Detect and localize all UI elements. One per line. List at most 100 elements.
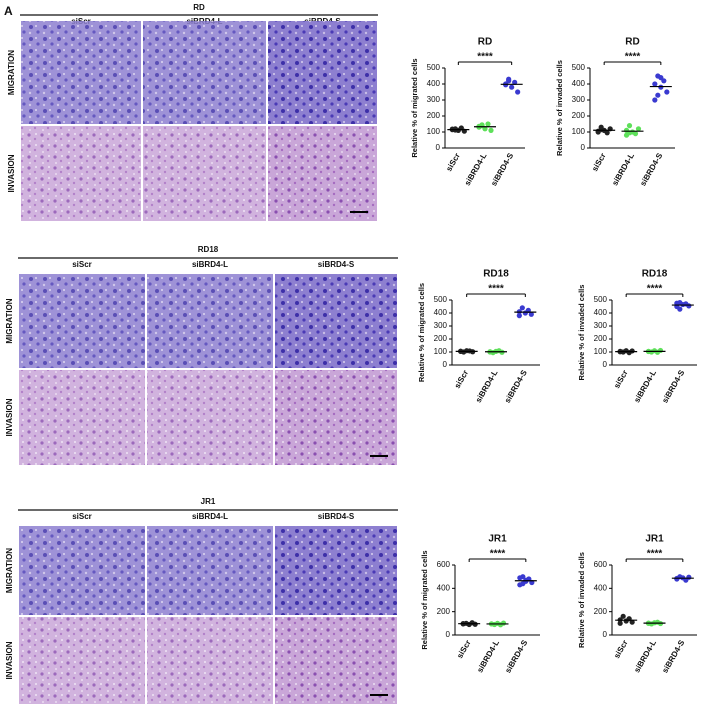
x-tick-label: siBRD4-L bbox=[610, 151, 636, 187]
y-tick-label: 500 bbox=[572, 63, 586, 72]
column-label: siScr bbox=[72, 260, 92, 269]
x-tick-label: siBRD4-S bbox=[489, 151, 515, 188]
y-tick-label: 500 bbox=[427, 63, 441, 72]
y-tick-label: 200 bbox=[594, 334, 608, 343]
data-point bbox=[635, 126, 642, 132]
data-point bbox=[629, 348, 635, 354]
micrograph bbox=[21, 126, 141, 221]
data-point bbox=[604, 130, 610, 136]
micrograph bbox=[19, 274, 145, 368]
micrograph bbox=[143, 126, 266, 221]
x-tick-label: siBRD4-S bbox=[638, 151, 664, 188]
y-tick-label: 400 bbox=[594, 308, 608, 317]
data-point bbox=[519, 305, 525, 311]
chart-title: JR1 bbox=[488, 534, 507, 545]
data-point bbox=[686, 303, 692, 309]
column-label: siScr bbox=[72, 512, 92, 521]
block-title: RD18 bbox=[198, 245, 219, 254]
significance: **** bbox=[625, 52, 641, 63]
y-tick-label: 300 bbox=[594, 321, 608, 330]
column-label: siBRD4-L bbox=[192, 260, 228, 269]
significance: **** bbox=[647, 549, 663, 560]
micrograph bbox=[19, 370, 145, 465]
y-tick-label: 100 bbox=[434, 347, 448, 356]
y-tick-label: 400 bbox=[427, 79, 441, 88]
chart-title: RD18 bbox=[483, 269, 509, 280]
x-tick-label: siScr bbox=[612, 369, 630, 390]
y-tick-label: 100 bbox=[572, 127, 586, 136]
y-tick-label: 300 bbox=[572, 95, 586, 104]
x-tick-label: siScr bbox=[590, 152, 608, 173]
data-point bbox=[515, 89, 521, 95]
data-point bbox=[652, 81, 658, 87]
y-axis-label: Relative % of migrated cells bbox=[410, 58, 419, 157]
row-label: MIGRATION bbox=[5, 548, 14, 593]
data-point bbox=[652, 97, 658, 103]
y-axis-label: Relative % of migrated cells bbox=[417, 283, 426, 382]
y-tick-label: 0 bbox=[446, 630, 451, 639]
x-tick-label: siBRD4-S bbox=[660, 368, 686, 405]
data-point bbox=[509, 84, 515, 90]
x-tick-label: siBRD4-L bbox=[463, 151, 489, 187]
data-point bbox=[658, 75, 664, 81]
data-point bbox=[485, 121, 491, 127]
data-point bbox=[479, 122, 485, 128]
column-label: siBRD4-S bbox=[318, 512, 355, 521]
data-point bbox=[664, 89, 670, 95]
x-tick-label: siBRD4-L bbox=[475, 638, 501, 674]
significance: **** bbox=[477, 52, 493, 63]
data-point bbox=[512, 79, 518, 85]
row-label: INVASION bbox=[5, 398, 14, 436]
y-tick-label: 200 bbox=[434, 334, 448, 343]
micrograph bbox=[147, 370, 273, 465]
x-tick-label: siScr bbox=[444, 152, 462, 173]
y-axis-label: Relative % of migrated cells bbox=[420, 550, 429, 649]
y-tick-label: 0 bbox=[581, 143, 586, 152]
micrograph bbox=[275, 526, 397, 615]
y-axis-label: Relative % of invaded cells bbox=[577, 552, 586, 648]
data-point bbox=[516, 313, 522, 319]
data-point bbox=[482, 126, 488, 132]
chart-title: RD18 bbox=[642, 269, 668, 280]
column-label: siBRD4-S bbox=[318, 260, 355, 269]
micrograph bbox=[275, 274, 397, 368]
column-label: siBRD4-L bbox=[192, 512, 228, 521]
y-tick-label: 400 bbox=[434, 308, 448, 317]
significance: **** bbox=[647, 284, 663, 295]
data-point bbox=[632, 131, 639, 137]
data-point bbox=[506, 76, 512, 82]
y-tick-label: 200 bbox=[572, 111, 586, 120]
micrograph bbox=[268, 126, 377, 221]
micrograph bbox=[19, 526, 145, 615]
chart-title: RD bbox=[478, 37, 492, 48]
y-tick-label: 100 bbox=[427, 127, 441, 136]
y-tick-label: 600 bbox=[437, 560, 451, 569]
y-tick-label: 0 bbox=[436, 143, 441, 152]
y-tick-label: 200 bbox=[427, 111, 441, 120]
y-tick-label: 500 bbox=[434, 295, 448, 304]
micrograph bbox=[268, 21, 377, 124]
x-tick-label: siBRD4-S bbox=[503, 368, 529, 405]
data-point bbox=[626, 123, 633, 129]
micrograph bbox=[147, 617, 273, 704]
chart-title: JR1 bbox=[645, 534, 664, 545]
y-tick-label: 200 bbox=[594, 607, 608, 616]
x-tick-label: siBRD4-L bbox=[632, 368, 658, 404]
row-label: INVASION bbox=[5, 641, 14, 679]
block-title: RD bbox=[193, 3, 205, 12]
x-tick-label: siBRD4-S bbox=[660, 638, 686, 675]
chart-title: RD bbox=[625, 37, 639, 48]
row-label: MIGRATION bbox=[7, 50, 16, 95]
micrograph bbox=[19, 617, 145, 704]
y-tick-label: 400 bbox=[572, 79, 586, 88]
y-tick-label: 0 bbox=[603, 630, 608, 639]
y-tick-label: 200 bbox=[437, 607, 451, 616]
micrograph bbox=[275, 617, 397, 704]
block-title: JR1 bbox=[201, 497, 216, 506]
data-point bbox=[658, 84, 664, 90]
y-tick-label: 0 bbox=[603, 360, 608, 369]
micrograph bbox=[147, 526, 273, 615]
micrograph bbox=[143, 21, 266, 124]
x-tick-label: siScr bbox=[455, 639, 473, 660]
